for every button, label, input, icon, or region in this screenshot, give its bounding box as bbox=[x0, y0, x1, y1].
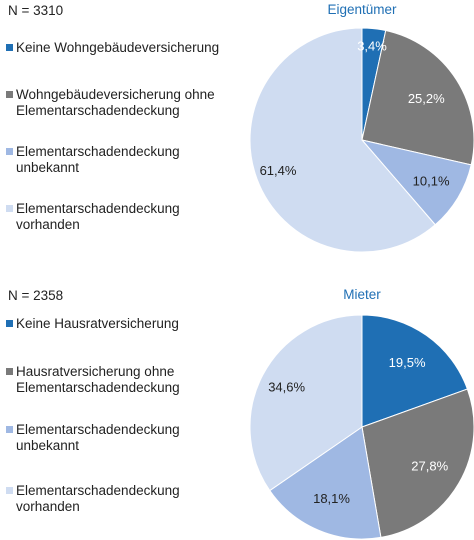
legend-item-keine: Keine Wohngebäudeversicherung bbox=[6, 40, 266, 56]
mieter-panel: N = 2358 Mieter Keine Hausratversicherun… bbox=[0, 282, 474, 540]
legend-item-ohne: Wohngebäudeversicherung ohne Elementarsc… bbox=[6, 87, 266, 119]
legend-item-ohne: Hausratversicherung ohne Elementarschade… bbox=[6, 364, 266, 396]
pie-chart-mieter: 19,5% 27,8% 18,1% 34,6% bbox=[249, 314, 474, 540]
slice-value-label: 27,8% bbox=[411, 458, 448, 473]
legend-label-line2: unbekannt bbox=[16, 160, 80, 175]
legend-swatch bbox=[6, 44, 13, 51]
slice-keine bbox=[361, 314, 469, 428]
slice-unbekannt bbox=[269, 426, 382, 540]
legend-swatch bbox=[6, 148, 13, 155]
slice-value-label: 61,4% bbox=[260, 163, 297, 178]
legend-label-line2: vorhanden bbox=[16, 217, 80, 232]
legend-label-line1: Elementarschadendeckung bbox=[16, 483, 180, 498]
sample-size-label: N = 3310 bbox=[8, 3, 64, 18]
slice-vorhanden bbox=[249, 27, 436, 253]
slice-vorhanden bbox=[249, 314, 363, 492]
chart-title: Eigentümer bbox=[327, 2, 397, 17]
legend-item-keine: Keine Hausratversicherung bbox=[6, 316, 266, 332]
legend-item-unbekannt: Elementarschadendeckung unbekannt bbox=[6, 422, 266, 454]
sample-size-label: N = 2358 bbox=[8, 288, 64, 303]
legend-label-line1: Elementarschadendeckung bbox=[16, 144, 180, 159]
legend-item-unbekannt: Elementarschadendeckung unbekannt bbox=[6, 144, 266, 176]
slice-value-label: 18,1% bbox=[313, 491, 350, 506]
legend-label: Keine Wohngebäudeversicherung bbox=[16, 40, 220, 55]
legend-swatch bbox=[6, 320, 13, 327]
legend-label-line2: Elementarschadendeckung bbox=[16, 103, 180, 118]
legend-swatch bbox=[6, 91, 13, 98]
slice-value-label: 19,5% bbox=[389, 355, 426, 370]
slice-unbekannt bbox=[360, 139, 472, 226]
legend-label-line1: Elementarschadendeckung bbox=[16, 422, 180, 437]
legend-swatch bbox=[6, 368, 13, 375]
slice-ohne bbox=[361, 388, 474, 538]
slice-value-label: 34,6% bbox=[268, 379, 305, 394]
chart-title: Mieter bbox=[343, 287, 381, 302]
legend-label-line2: unbekannt bbox=[16, 438, 80, 453]
legend-item-vorhanden: Elementarschadendeckung vorhanden bbox=[6, 483, 266, 515]
legend-label-line2: vorhanden bbox=[16, 499, 80, 514]
slice-value-label: 25,2% bbox=[408, 91, 445, 106]
slice-value-label: 3,4% bbox=[357, 38, 387, 53]
legend-label-line1: Wohngebäudeversicherung ohne bbox=[16, 87, 215, 102]
legend-label-line1: Elementarschadendeckung bbox=[16, 201, 180, 216]
pie-chart-eigentuemer: 3,4% 25,2% 10,1% 61,4% bbox=[249, 27, 474, 253]
legend-label-line1: Hausratversicherung ohne bbox=[16, 364, 175, 379]
legend-swatch bbox=[6, 426, 13, 433]
legend-swatch bbox=[6, 205, 13, 212]
legend-label: Keine Hausratversicherung bbox=[16, 316, 179, 331]
legend-label-line2: Elementarschadendeckung bbox=[16, 380, 180, 395]
legend-swatch bbox=[6, 487, 13, 494]
eigentuemer-panel: N = 3310 Eigentümer Keine Wohngebäudever… bbox=[6, 2, 474, 253]
legend-item-vorhanden: Elementarschadendeckung vorhanden bbox=[6, 201, 266, 233]
slice-value-label: 10,1% bbox=[413, 174, 450, 189]
